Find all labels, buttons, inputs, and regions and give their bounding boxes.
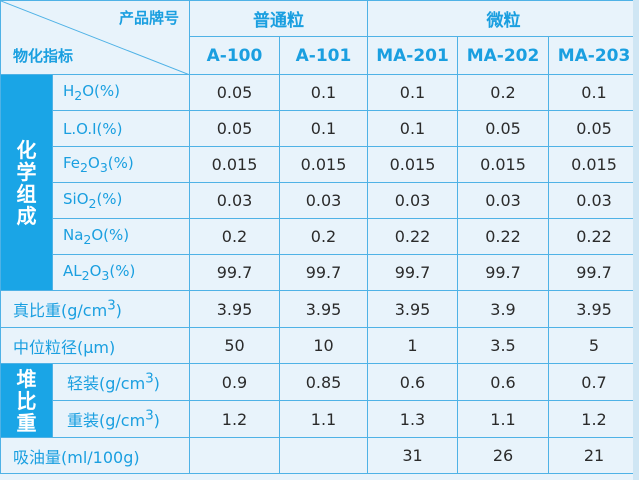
cell-value: 99.7 [189, 254, 280, 291]
header-row-groups: 产品牌号 物化指标 普通粒 微粒 [0, 0, 639, 75]
cell-value: 99.7 [367, 254, 458, 291]
cell-value: 5 [547, 327, 639, 364]
cell-value: 0.1 [279, 110, 368, 147]
group-normal-header: 普通粒 [189, 0, 368, 37]
cell-value: 1.2 [547, 400, 639, 438]
row-fe2o3: Fe2O3(%) 0.015 0.015 0.015 0.015 0.015 [1, 146, 639, 183]
cell-value: 0.03 [279, 182, 368, 219]
cell-value: 31 [367, 437, 458, 474]
cell-value: 99.7 [547, 254, 639, 291]
right-edge-strip [633, 0, 639, 480]
cell-value: 1 [367, 327, 458, 364]
model-a100: A-100 [189, 36, 280, 75]
label-oil-absorption: 吸油量(ml/100g) [0, 437, 190, 474]
label-bulk-heavy: 重装(g/cm3) [52, 400, 190, 438]
row-na2o: Na2O(%) 0.2 0.2 0.22 0.22 0.22 [1, 218, 639, 255]
cell-value: 0.6 [457, 363, 549, 401]
cell-value: 0.05 [547, 110, 639, 147]
cell-value: 0.03 [457, 182, 549, 219]
label-fe2o3: Fe2O3(%) [52, 146, 190, 183]
cell-value: 3.9 [457, 290, 549, 328]
row-sio2: SiO2(%) 0.03 0.03 0.03 0.03 0.03 [1, 182, 639, 219]
cell-value: 0.015 [457, 146, 549, 183]
cell-value: 3.95 [547, 290, 639, 328]
cell-value: 26 [457, 437, 549, 474]
label-bulk-light: 轻装(g/cm3) [52, 363, 190, 401]
model-ma203: MA-203 [547, 36, 639, 75]
group-micro-header: 微粒 [366, 0, 639, 37]
cell-value: 0.05 [189, 74, 280, 111]
cell-value: 0.015 [189, 146, 280, 183]
label-sio2: SiO2(%) [52, 182, 190, 219]
cell-value: 0.1 [367, 110, 458, 147]
row-bulk-light: 堆比重 轻装(g/cm3) 0.9 0.85 0.6 0.6 0.7 [0, 363, 639, 438]
row-al2o3: AL2O3(%) 99.7 99.7 99.7 99.7 99.7 [1, 254, 639, 291]
cell-value: 99.7 [457, 254, 549, 291]
cell-value: 0.22 [457, 218, 549, 255]
cell-value: 0.2 [457, 74, 549, 111]
model-ma201: MA-201 [367, 36, 458, 75]
product-label: 产品牌号 [118, 9, 179, 27]
label-loi: L.O.I(%) [52, 110, 190, 147]
group-chemical-composition: 化学组成 [0, 74, 53, 291]
diagonal-line [1, 1, 188, 74]
cell-value: 3.95 [367, 290, 458, 328]
row-h2o: 化学组成 H2O(%) 0.05 0.1 0.1 0.2 0.1 [0, 74, 639, 291]
cell-value: 0.03 [367, 182, 458, 219]
property-label: 物化指标 [13, 47, 74, 65]
cell-value: 1.3 [367, 400, 458, 438]
cell-value: 0.015 [367, 146, 458, 183]
cell-value: 3.5 [457, 327, 549, 364]
cell-value: 0.03 [547, 182, 639, 219]
cell-value: 0.1 [367, 74, 458, 111]
label-h2o: H2O(%) [52, 74, 190, 111]
cell-value: 0.05 [457, 110, 549, 147]
group-bulk-density: 堆比重 [0, 363, 53, 438]
cell-value: 99.7 [279, 254, 368, 291]
model-ma202: MA-202 [457, 36, 549, 75]
label-median-size: 中位粒径(μm) [0, 327, 190, 364]
row-true-density: 真比重(g/cm3) 3.95 3.95 3.95 3.9 3.95 [0, 290, 639, 328]
cell-value: 50 [189, 327, 280, 364]
cell-value: 0.1 [279, 74, 368, 111]
row-oil-absorption: 吸油量(ml/100g) 31 26 21 [0, 437, 639, 474]
cell-value: 3.95 [189, 290, 280, 328]
row-median-size: 中位粒径(μm) 50 10 1 3.5 5 [0, 327, 639, 364]
cell-value: 0.6 [367, 363, 458, 401]
model-a101: A-101 [279, 36, 368, 75]
diagonal-header-cell: 产品牌号 物化指标 [0, 0, 190, 75]
cell-value: 0.2 [279, 218, 368, 255]
cell-value: 0.7 [547, 363, 639, 401]
cell-value: 0.1 [547, 74, 639, 111]
cell-value: 0.9 [189, 363, 280, 401]
cell-value: 0.2 [189, 218, 280, 255]
cell-value: 0.015 [279, 146, 368, 183]
cell-value: 0.85 [279, 363, 368, 401]
row-loi: L.O.I(%) 0.05 0.1 0.1 0.05 0.05 [1, 110, 639, 147]
cell-value [189, 437, 280, 474]
cell-value: 0.05 [189, 110, 280, 147]
cell-value: 1.2 [189, 400, 280, 438]
cell-value: 1.1 [457, 400, 549, 438]
cell-value: 0.03 [189, 182, 280, 219]
label-na2o: Na2O(%) [52, 218, 190, 255]
cell-value: 21 [547, 437, 639, 474]
cell-value: 0.22 [547, 218, 639, 255]
label-true-density: 真比重(g/cm3) [0, 290, 190, 328]
cell-value: 1.1 [279, 400, 368, 438]
cell-value: 10 [279, 327, 368, 364]
cell-value: 3.95 [279, 290, 368, 328]
row-bulk-heavy: 重装(g/cm3) 1.2 1.1 1.3 1.1 1.2 [1, 400, 639, 438]
cell-value: 0.015 [547, 146, 639, 183]
cell-value: 0.22 [367, 218, 458, 255]
label-al2o3: AL2O3(%) [52, 254, 190, 291]
cell-value [279, 437, 368, 474]
header-row-models: A-100 A-101 MA-201 MA-202 MA-203 [1, 36, 639, 75]
